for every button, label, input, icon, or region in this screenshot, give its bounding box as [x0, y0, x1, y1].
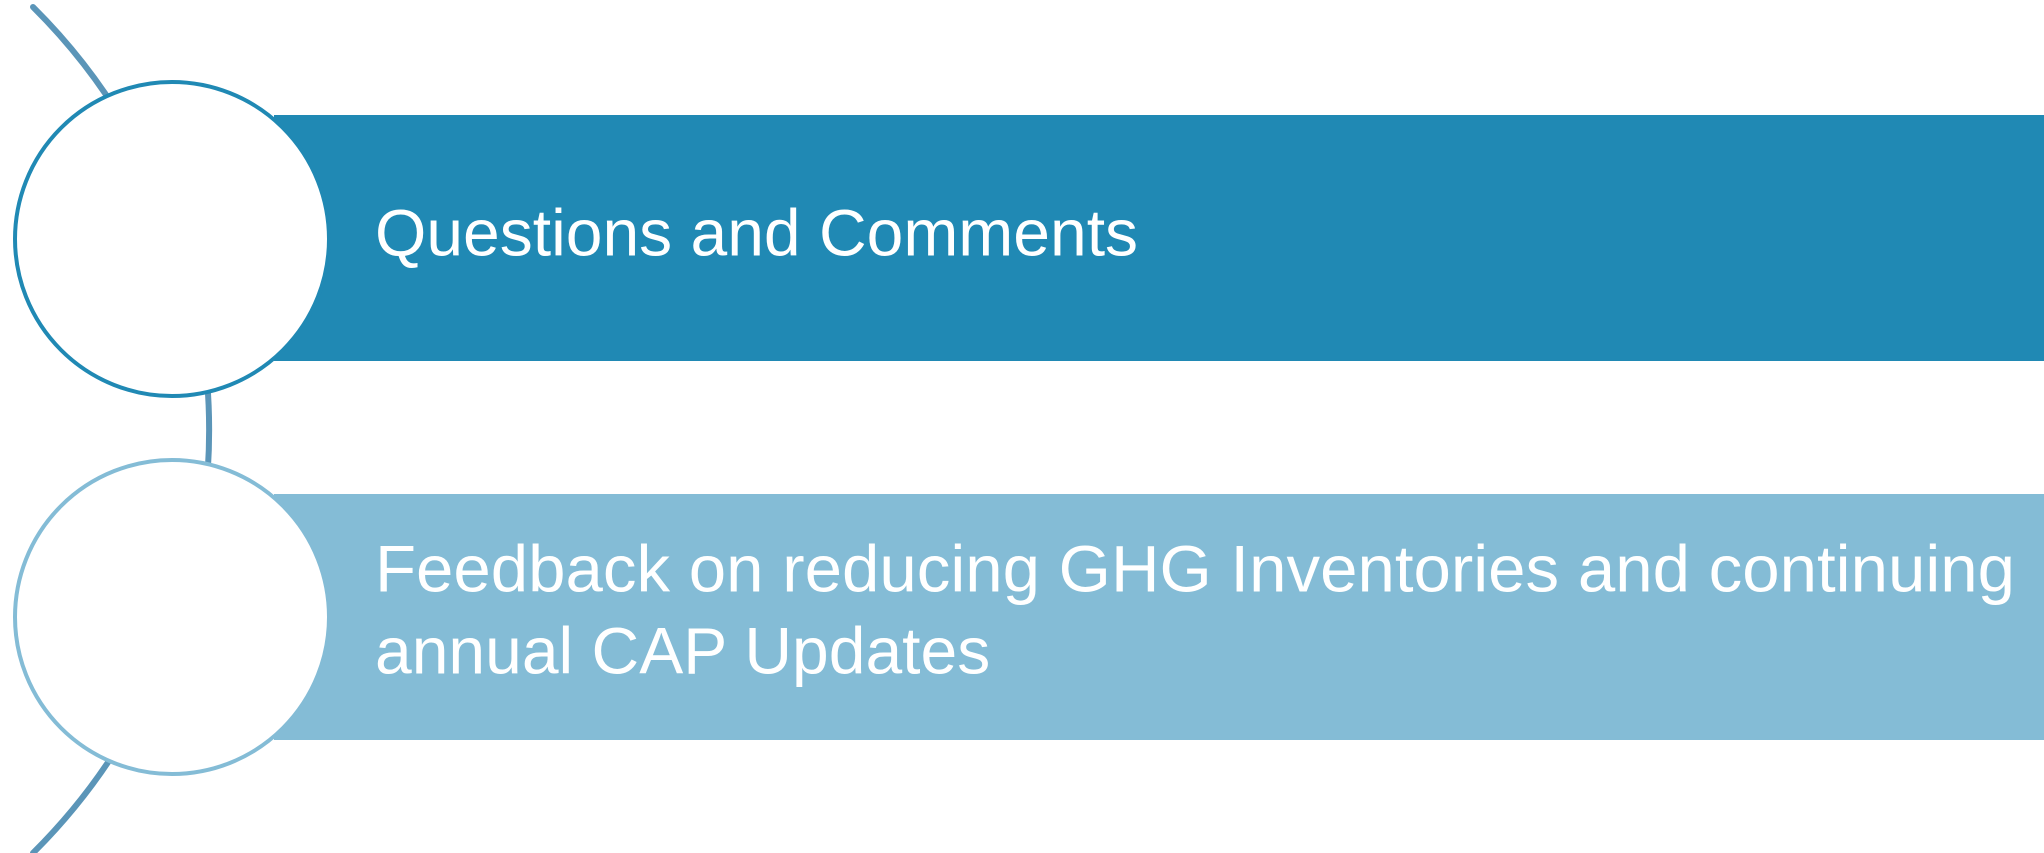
- item-circle: [13, 80, 331, 398]
- item-text: Feedback on reducing GHG Inventories and…: [375, 531, 2015, 605]
- item-text: Questions and Comments: [375, 195, 1138, 269]
- item-text: annual CAP Updates: [375, 613, 990, 687]
- item-bar: [274, 115, 2044, 361]
- item-bar: [274, 494, 2044, 740]
- item-circle: [13, 458, 331, 776]
